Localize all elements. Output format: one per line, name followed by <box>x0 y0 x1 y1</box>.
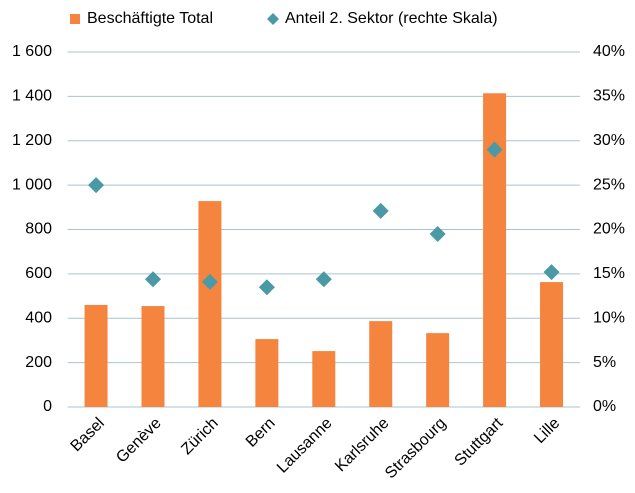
y-tick-label: 400 <box>25 309 52 326</box>
x-tick-label: Zürich <box>178 415 221 458</box>
y-tick-label: 1 600 <box>12 43 52 60</box>
bar <box>198 201 222 407</box>
marker <box>258 279 275 296</box>
x-tick-label: Karlsruhe <box>332 415 393 476</box>
y2-tick-label: 10% <box>593 309 625 326</box>
bar <box>540 282 564 407</box>
y2-tick-label: 20% <box>593 221 625 238</box>
y-tick-label: 0 <box>43 398 52 415</box>
bar <box>312 351 336 407</box>
x-tick-label: Strasbourg <box>382 415 449 482</box>
x-tick-label: Bern <box>243 415 279 451</box>
x-tick-label: Lille <box>531 415 563 447</box>
legend-label: Beschäftigte Total <box>87 10 213 27</box>
y2-tick-label: 15% <box>593 265 625 282</box>
y2-tick-label: 5% <box>593 354 616 371</box>
legend-swatch <box>267 13 279 25</box>
bar <box>426 333 450 407</box>
x-tick-label: Genève <box>113 415 165 467</box>
y2-tick-label: 30% <box>593 132 625 149</box>
y2-tick-label: 40% <box>593 43 625 60</box>
marker <box>315 271 332 288</box>
y-tick-label: 200 <box>25 354 52 371</box>
legend-label: Anteil 2. Sektor (rechte Skala) <box>285 10 498 27</box>
y2-tick-label: 0% <box>593 398 616 415</box>
marker <box>372 202 389 219</box>
marker <box>429 225 446 242</box>
y-tick-label: 600 <box>25 265 52 282</box>
y-tick-label: 1 000 <box>12 176 52 193</box>
y-tick-label: 1 200 <box>12 132 52 149</box>
x-tick-label: Basel <box>68 415 108 455</box>
x-tick-label: Lausanne <box>274 415 336 477</box>
marker <box>543 264 560 281</box>
marker <box>88 177 105 194</box>
bar <box>483 93 507 408</box>
x-tick-label: Stuttgart <box>452 414 507 469</box>
y2-tick-label: 25% <box>593 176 625 193</box>
bar <box>255 339 279 407</box>
bar <box>141 306 165 407</box>
y-tick-label: 1 400 <box>12 88 52 105</box>
bar <box>369 321 393 407</box>
marker <box>486 141 503 158</box>
legend-swatch <box>70 14 80 24</box>
marker <box>145 271 161 288</box>
y-tick-label: 800 <box>25 221 52 238</box>
bar <box>84 304 108 407</box>
marker <box>201 273 218 290</box>
y2-tick-label: 35% <box>593 88 625 105</box>
